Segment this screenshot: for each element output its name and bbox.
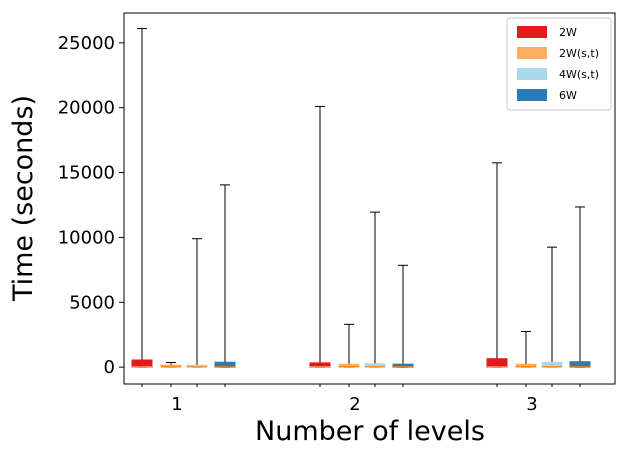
legend-swatch	[517, 89, 547, 101]
y-tick-label: 0	[104, 357, 115, 378]
x-tick-label: 2	[349, 394, 360, 415]
box-2W-level-1	[131, 359, 153, 368]
legend-frame	[506, 17, 612, 111]
legend-label: 4W(s,t)	[559, 68, 599, 81]
axis-ticks: 0 5000 10000 15000 20000 25000 1 2 3	[58, 33, 581, 415]
box-2W(s,t)-level-3	[515, 363, 537, 368]
box-2W(s,t)-level-2	[338, 363, 360, 368]
legend-swatch	[517, 47, 547, 59]
y-tick-label: 20000	[58, 98, 115, 119]
y-tick-label: 25000	[58, 33, 115, 54]
plot-frame	[123, 12, 616, 385]
legend-label: 2W(s,t)	[559, 47, 599, 60]
legend: 2W 2W(s,t) 4W(s,t) 6W	[506, 17, 612, 111]
x-tick-label: 3	[526, 394, 537, 415]
legend-swatch	[517, 68, 547, 80]
x-tick-label: 1	[171, 394, 182, 415]
y-axis-title: Time (seconds)	[8, 95, 39, 302]
y-tick-label: 10000	[58, 227, 115, 248]
box-2W(s,t)-level-1	[160, 364, 182, 368]
y-tick-label: 15000	[58, 163, 115, 184]
legend-label: 6W	[559, 89, 577, 102]
legend-label: 2W	[559, 26, 577, 39]
chart-marks	[131, 28, 591, 368]
y-tick-label: 5000	[69, 292, 115, 313]
legend-swatch	[517, 26, 547, 38]
x-axis-title: Number of levels	[255, 416, 485, 447]
box-2W-level-3	[486, 358, 508, 368]
